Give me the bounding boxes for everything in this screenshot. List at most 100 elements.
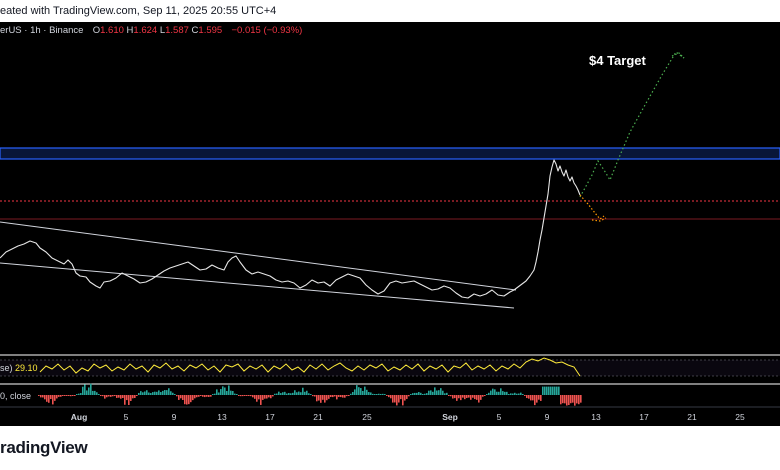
macd-bar: [240, 395, 242, 397]
rsi-band: [0, 360, 780, 376]
macd-histogram: [38, 383, 582, 406]
macd-bar: [122, 395, 124, 399]
macd-bar: [280, 393, 282, 395]
macd-bar: [84, 384, 86, 395]
macd-bar: [322, 395, 324, 400]
macd-bar: [524, 395, 526, 396]
rsi-label-text: se): [0, 363, 13, 373]
macd-bar: [416, 392, 418, 395]
macd-bar: [570, 395, 572, 404]
macd-bar: [284, 391, 286, 395]
macd-bar: [418, 392, 420, 395]
macd-bar: [428, 390, 430, 395]
macd-bar: [390, 395, 392, 399]
macd-bar: [578, 395, 580, 405]
macd-bar: [118, 395, 120, 398]
macd-bar: [76, 394, 78, 395]
macd-bar: [392, 395, 394, 403]
macd-bar: [152, 392, 154, 395]
macd-bar: [132, 395, 134, 399]
macd-bar: [368, 392, 370, 395]
macd-bar: [250, 395, 252, 397]
x-axis-tick-label: 25: [362, 412, 372, 422]
macd-label-text: 0, close: [0, 391, 32, 401]
macd-bar: [320, 395, 322, 403]
x-axis-tick-label: 17: [639, 412, 649, 422]
macd-bar: [348, 395, 350, 396]
macd-bar: [68, 395, 70, 396]
macd-bar: [442, 390, 444, 395]
macd-bar: [410, 394, 412, 395]
x-axis-tick-label: 13: [217, 412, 227, 422]
macd-bar: [464, 395, 466, 400]
x-axis-tick-label: Sep: [442, 412, 458, 422]
macd-bar: [544, 386, 546, 395]
macd-bar: [462, 395, 464, 398]
macd-bar: [266, 395, 268, 399]
macd-bar: [220, 389, 222, 395]
resistance-zone: [0, 147, 780, 160]
ohlc-legend: erUS · 1h · Binance O1.610 H1.624 L1.587…: [0, 24, 302, 38]
macd-bar: [90, 383, 92, 395]
macd-bar: [542, 386, 544, 395]
macd-bar: [492, 388, 494, 395]
macd-bar: [80, 393, 82, 395]
macd-bar: [362, 390, 364, 395]
legend-open-label: O: [92, 25, 101, 36]
macd-bar: [38, 395, 40, 396]
legend-low-label: L: [159, 25, 166, 36]
macd-bar: [272, 395, 274, 397]
x-axis-tick-label: Aug: [71, 412, 88, 422]
macd-bar: [486, 394, 488, 395]
macd-bar: [182, 395, 184, 400]
macd-bar: [470, 395, 472, 400]
macd-bar: [108, 395, 110, 397]
macd-bar: [530, 395, 532, 401]
macd-bar: [372, 393, 374, 395]
macd-bar: [54, 395, 56, 401]
macd-bar: [74, 395, 76, 396]
macd-bar: [564, 395, 566, 404]
macd-bar: [208, 395, 210, 397]
macd-bar: [384, 394, 386, 395]
footer-bar: [0, 426, 780, 470]
macd-bar: [502, 391, 504, 395]
macd-bar: [358, 387, 360, 395]
macd-bar: [246, 395, 248, 396]
macd-bar: [482, 395, 484, 397]
macd-bar: [204, 395, 206, 398]
x-axis-tick-label: 13: [591, 412, 601, 422]
macd-bar: [46, 395, 48, 402]
macd-bar: [78, 393, 80, 395]
macd-bar: [572, 395, 574, 403]
macd-bar: [40, 395, 42, 398]
macd-bar: [562, 395, 564, 404]
macd-bar: [536, 395, 538, 403]
macd-bar: [72, 395, 74, 396]
macd-bar: [230, 390, 232, 395]
x-axis[interactable]: Aug 5 9 13 17 21 25 Sep 5 9 13 17 21 25: [71, 412, 745, 422]
macd-bar: [448, 395, 450, 396]
rsi-pane-label: se) 29.10: [0, 363, 38, 374]
macd-bar: [406, 395, 408, 399]
macd-bar: [302, 387, 304, 395]
macd-bar: [540, 395, 542, 401]
macd-bar: [402, 395, 404, 406]
macd-bar: [216, 389, 218, 395]
macd-bar: [304, 391, 306, 395]
macd-bar: [96, 392, 98, 395]
macd-bar: [516, 393, 518, 395]
macd-bar: [226, 390, 228, 395]
macd-bar: [552, 386, 554, 395]
macd-bar: [268, 395, 270, 398]
macd-bar: [532, 395, 534, 401]
macd-bar: [114, 395, 116, 397]
channel-lower-line: [0, 262, 515, 309]
macd-bar: [196, 395, 198, 398]
macd-bar: [104, 395, 106, 399]
target-annotation[interactable]: $4 Target: [589, 53, 646, 68]
macd-bar: [64, 395, 66, 396]
macd-bar: [326, 395, 328, 401]
